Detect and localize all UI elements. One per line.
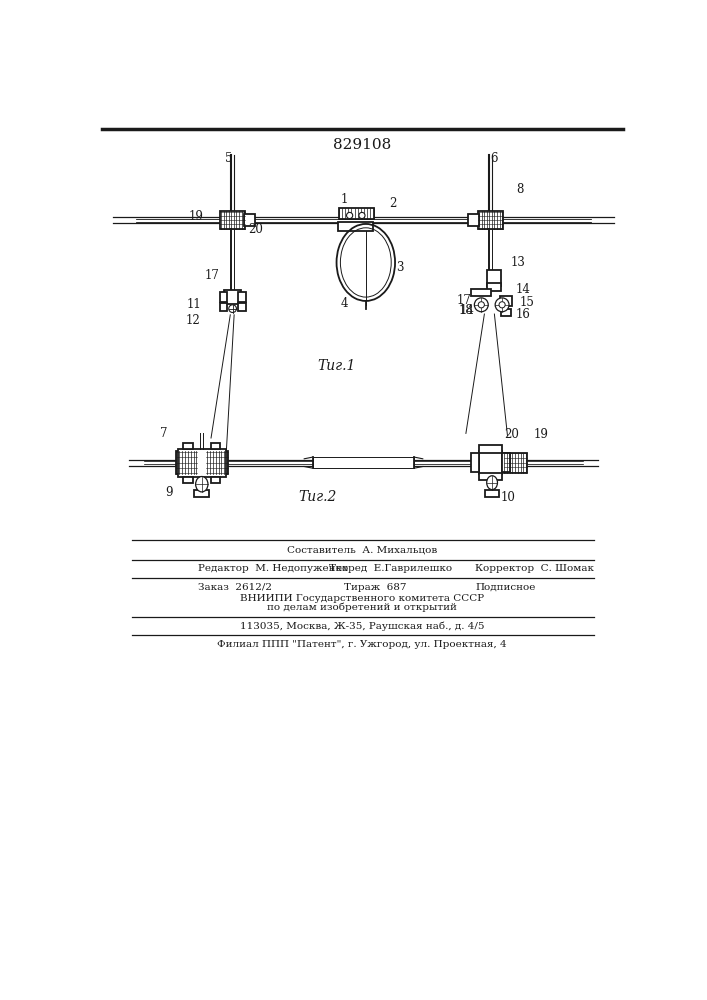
Bar <box>468 214 479 226</box>
Text: Τиг.2: Τиг.2 <box>298 490 337 504</box>
Bar <box>502 453 510 472</box>
Text: Редактор  М. Недопуженко: Редактор М. Недопуженко <box>198 564 348 573</box>
Text: 11: 11 <box>187 298 201 311</box>
Bar <box>339 208 373 219</box>
Bar <box>175 451 197 474</box>
Text: Τиг.1: Τиг.1 <box>317 359 356 373</box>
Bar <box>224 290 241 304</box>
Bar <box>479 473 502 480</box>
Text: 15: 15 <box>520 296 535 309</box>
Bar <box>206 451 228 474</box>
Text: 20: 20 <box>505 428 520 441</box>
Bar <box>485 490 499 497</box>
Bar <box>221 211 245 229</box>
Bar <box>238 292 246 302</box>
Circle shape <box>478 302 484 308</box>
Bar <box>313 457 414 468</box>
Text: по делам изобретений и открытий: по делам изобретений и открытий <box>267 603 457 612</box>
Text: 7: 7 <box>160 427 167 440</box>
Text: ВНИИПИ Государственного комитета СССР: ВНИИПИ Государственного комитета СССР <box>240 594 484 603</box>
Text: 12: 12 <box>185 314 200 327</box>
Text: 16: 16 <box>515 308 530 321</box>
Text: Филиал ППП "Патент", г. Ужгород, ул. Проектная, 4: Филиал ППП "Патент", г. Ужгород, ул. Про… <box>217 640 507 649</box>
Bar <box>503 453 527 473</box>
Text: Составитель  А. Михальцов: Составитель А. Михальцов <box>287 546 437 555</box>
Text: 9: 9 <box>165 486 173 499</box>
Circle shape <box>499 302 506 308</box>
Text: Заказ  2612/2: Заказ 2612/2 <box>198 583 272 592</box>
Circle shape <box>229 305 236 312</box>
Text: 113035, Москва, Ж-35, Раушская наб., д. 4/5: 113035, Москва, Ж-35, Раушская наб., д. … <box>240 621 484 631</box>
Text: 3: 3 <box>396 261 404 274</box>
Bar <box>472 289 491 296</box>
Text: 5: 5 <box>225 152 233 165</box>
Bar <box>487 270 501 286</box>
Bar <box>501 309 510 316</box>
Bar <box>211 443 221 449</box>
Text: Тираж  687: Тираж 687 <box>344 583 407 592</box>
Bar <box>339 222 373 231</box>
Bar <box>487 283 501 291</box>
Bar <box>219 292 227 302</box>
Bar <box>500 296 512 306</box>
Bar <box>180 459 223 466</box>
Text: 10: 10 <box>501 491 515 504</box>
Ellipse shape <box>486 476 498 490</box>
Text: 17: 17 <box>457 294 472 307</box>
Text: Техред  Е.Гаврилешко: Техред Е.Гаврилешко <box>329 564 452 573</box>
Bar <box>194 490 209 497</box>
Text: 14: 14 <box>460 304 475 317</box>
Ellipse shape <box>196 477 208 492</box>
Text: 20: 20 <box>248 223 263 236</box>
Bar <box>472 453 479 472</box>
Text: 18: 18 <box>459 304 473 317</box>
Circle shape <box>359 212 365 219</box>
Text: 14: 14 <box>515 283 530 296</box>
Text: 17: 17 <box>204 269 219 282</box>
Circle shape <box>346 212 353 219</box>
Bar <box>211 477 221 483</box>
Circle shape <box>495 298 509 312</box>
Bar <box>183 443 192 449</box>
Text: Подписное: Подписное <box>475 583 535 592</box>
Circle shape <box>474 298 489 312</box>
Text: 6: 6 <box>490 152 497 165</box>
Text: 4: 4 <box>341 297 348 310</box>
Bar <box>244 214 255 226</box>
Text: 13: 13 <box>511 256 526 269</box>
Bar <box>478 211 503 229</box>
Bar <box>183 477 192 483</box>
Text: 19: 19 <box>534 428 549 441</box>
Text: 829108: 829108 <box>333 138 391 152</box>
Text: 8: 8 <box>516 183 523 196</box>
Text: 19: 19 <box>189 210 204 223</box>
Text: 2: 2 <box>389 197 397 210</box>
Bar <box>219 303 227 311</box>
Bar <box>479 451 502 474</box>
Bar <box>238 303 246 311</box>
Text: Корректор  С. Шомак: Корректор С. Шомак <box>475 564 594 573</box>
Bar <box>479 445 502 453</box>
Bar <box>178 449 226 477</box>
Text: 1: 1 <box>341 193 348 206</box>
